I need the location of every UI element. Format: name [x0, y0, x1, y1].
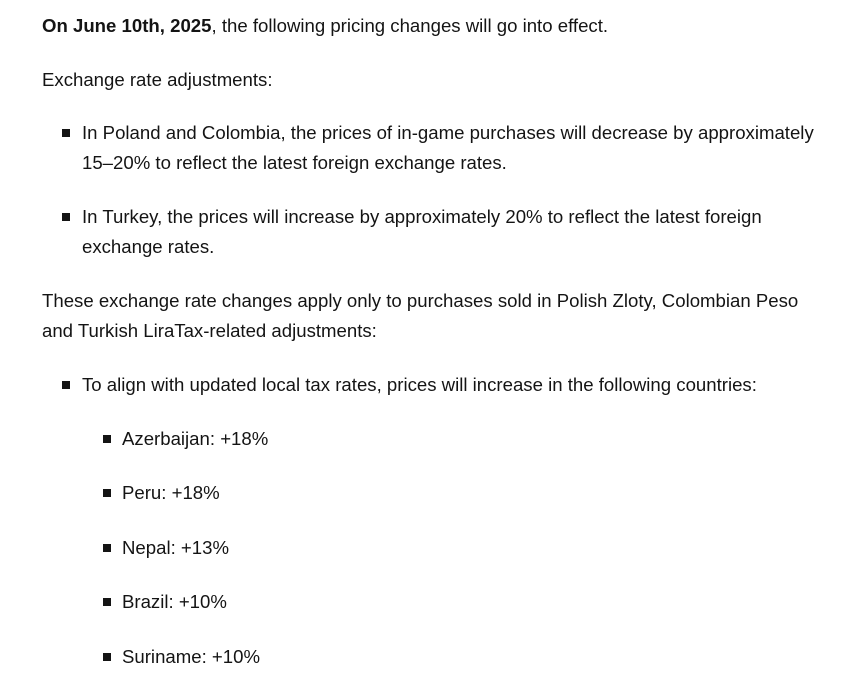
bullet-icon [62, 380, 70, 389]
exchange-heading: Exchange rate adjustments: [42, 68, 273, 90]
exchange-list: In Poland and Colombia, the prices of in… [42, 118, 832, 262]
tax-list: To align with updated local tax rates, p… [42, 370, 832, 400]
bullet-icon [103, 598, 111, 606]
bullet-icon [103, 434, 111, 443]
list-item: To align with updated local tax rates, p… [42, 370, 832, 400]
bullet-icon [103, 652, 111, 661]
intro-paragraph: On June 10th, 2025, the following pricin… [42, 15, 609, 36]
effective-date: On June 10th, 2025 [42, 15, 212, 36]
list-item: Azerbaijan: +18% [42, 424, 832, 454]
list-item: Suriname: +10% [42, 642, 832, 672]
exchange-note: These exchange rate changes apply only t… [42, 290, 799, 341]
article-body: On June 10th, 2025, the following pricin… [42, 15, 832, 672]
bullet-icon [62, 213, 70, 221]
bullet-icon [103, 543, 111, 552]
country-list: Azerbaijan: +18% Peru: +18% Nepal: +13% … [42, 424, 832, 672]
list-item: Brazil: +10% [42, 587, 832, 617]
bullet-icon [62, 129, 70, 137]
list-item: In Turkey, the prices will increase by a… [42, 202, 832, 262]
list-item: In Poland and Colombia, the prices of in… [42, 118, 832, 178]
list-item: Peru: +18% [42, 478, 832, 508]
list-item: Nepal: +13% [42, 533, 832, 563]
bullet-icon [103, 489, 111, 497]
